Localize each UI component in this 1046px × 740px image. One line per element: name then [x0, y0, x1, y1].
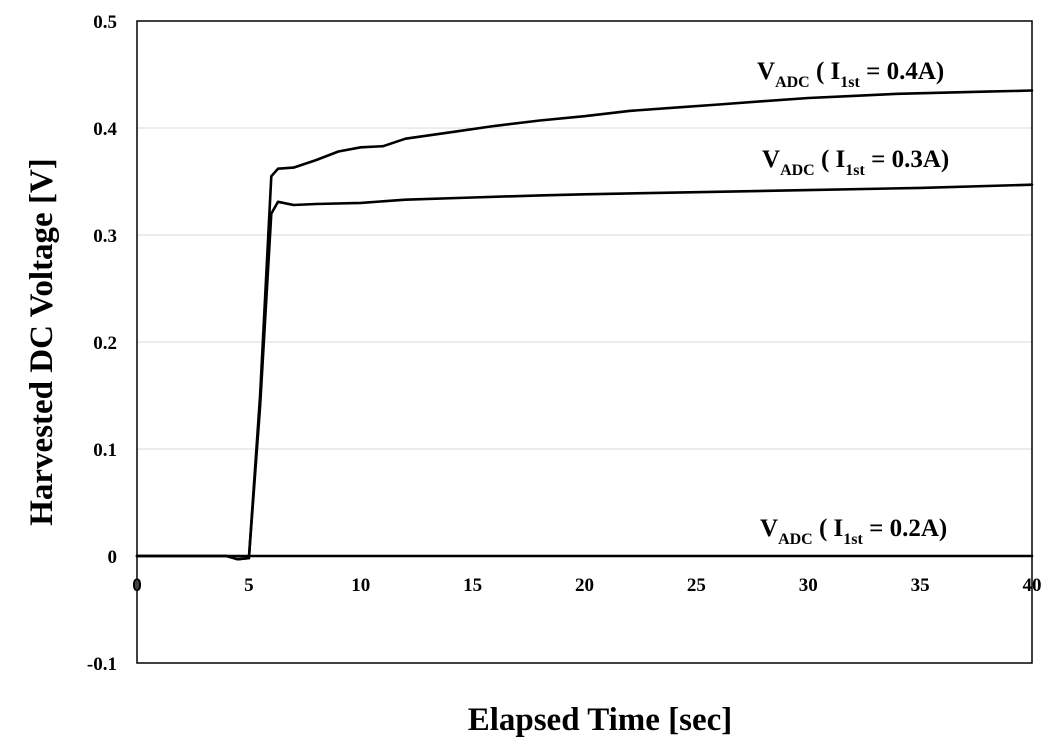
y-tick-label-2: 0.3: [93, 226, 117, 247]
x-tick-label-2: 10: [351, 575, 370, 596]
annotation-text: V: [757, 58, 775, 85]
annotation-subscript: ADC: [775, 74, 810, 91]
annotation-text: = 0.2A): [863, 515, 947, 542]
y-tick-label-5: 0: [108, 547, 118, 568]
annotation-subscript: ADC: [780, 162, 815, 179]
x-tick-label-6: 30: [799, 575, 818, 596]
x-tick-label-7: 35: [911, 575, 930, 596]
y-tick-label-3: 0.2: [93, 333, 117, 354]
y-tick-label-4: 0.1: [93, 440, 117, 461]
annotation-subscript: ADC: [778, 531, 813, 548]
annotation-subscript: 1st: [840, 74, 860, 91]
gridlines: [137, 127, 1032, 450]
x-tick-label-5: 25: [687, 575, 706, 596]
plot-area: [136, 20, 1033, 664]
y-tick-label-0: 0.5: [93, 12, 117, 33]
series-line-1: [135, 183, 1034, 561]
x-axis-title: Elapsed Time [sec]: [468, 702, 733, 738]
x-tick-label-3: 15: [463, 575, 482, 596]
x-tick-label-8: 40: [1023, 575, 1042, 596]
y-tick-label-1: 0.4: [93, 119, 117, 140]
annotation-text: ( I: [815, 146, 846, 173]
annotation-text: ( I: [810, 58, 841, 85]
annotation-text: ( I: [813, 515, 844, 542]
annotation-text: = 0.3A): [865, 146, 949, 173]
series-annotation-2: VADC ( I1st = 0.2A): [760, 515, 947, 548]
annotation-subscript: 1st: [845, 162, 865, 179]
series-lines: [135, 89, 1034, 561]
x-tick-label-0: 0: [132, 575, 142, 596]
x-tick-label-1: 5: [244, 575, 254, 596]
series-annotation-0: VADC ( I1st = 0.4A): [757, 58, 944, 91]
annotation-subscript: 1st: [843, 531, 863, 548]
series-annotations: VADC ( I1st = 0.4A)VADC ( I1st = 0.3A)VA…: [757, 58, 949, 548]
x-axis-ticks: 0 5 10 15 20 25 30 35 40: [132, 575, 1041, 596]
annotation-text: = 0.4A): [860, 58, 944, 85]
annotation-text: V: [760, 515, 778, 542]
y-axis-title: Harvested DC Voltage [V]: [24, 158, 60, 526]
series-annotation-1: VADC ( I1st = 0.3A): [762, 146, 949, 179]
y-axis-ticks: 0.5 0.4 0.3 0.2 0.1 0 -0.1: [87, 12, 118, 675]
x-tick-label-4: 20: [575, 575, 594, 596]
annotation-text: V: [762, 146, 780, 173]
y-tick-label-6: -0.1: [87, 654, 117, 675]
